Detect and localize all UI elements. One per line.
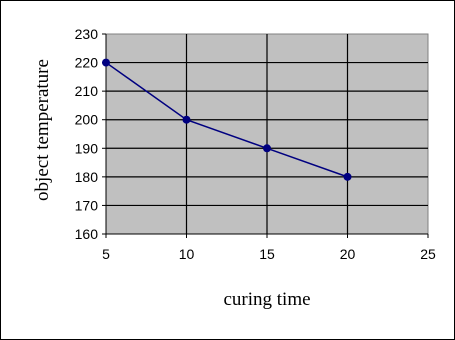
y-tick-label: 220 — [75, 55, 99, 71]
data-point — [182, 115, 191, 124]
x-axis-title: curing time — [223, 289, 310, 310]
y-tick-label: 190 — [75, 140, 99, 156]
data-point — [263, 144, 271, 153]
y-axis-ticks: 160 170 180 190 200 210 220 230 — [75, 26, 106, 242]
x-tick-label: 20 — [340, 246, 356, 262]
x-tick-label: 5 — [102, 246, 110, 262]
y-tick-label: 170 — [75, 197, 99, 213]
y-axis-title: object temperature — [32, 59, 53, 201]
data-point — [102, 58, 110, 67]
x-axis-ticks: 5 10 15 20 25 — [102, 234, 436, 262]
y-tick-label: 210 — [75, 83, 99, 99]
y-tick-label: 180 — [75, 169, 99, 185]
data-point — [343, 172, 352, 181]
x-tick-label: 10 — [179, 246, 195, 262]
y-tick-label: 200 — [75, 112, 99, 128]
y-tick-label: 230 — [75, 26, 99, 42]
series-line — [105, 61, 348, 178]
x-tick-label: 25 — [420, 246, 436, 262]
series-layer — [102, 58, 352, 181]
y-tick-label: 160 — [75, 226, 99, 242]
x-tick-label: 15 — [259, 246, 275, 262]
